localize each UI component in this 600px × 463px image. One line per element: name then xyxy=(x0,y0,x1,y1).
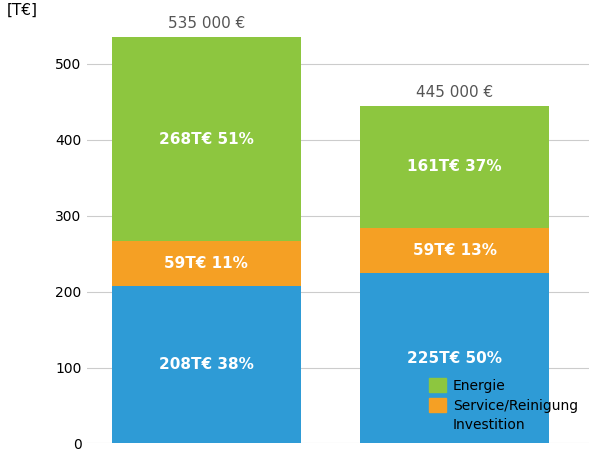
Y-axis label: [T€]: [T€] xyxy=(7,2,37,18)
Text: 535 000 €: 535 000 € xyxy=(167,16,245,31)
Bar xyxy=(361,273,549,444)
Text: 59T€ 13%: 59T€ 13% xyxy=(413,243,497,258)
Bar xyxy=(112,286,301,444)
Text: 268T€ 51%: 268T€ 51% xyxy=(159,131,254,147)
Text: 161T€ 37%: 161T€ 37% xyxy=(407,159,502,174)
Bar xyxy=(361,228,549,273)
Bar xyxy=(112,38,301,241)
Bar xyxy=(112,241,301,286)
Text: 59T€ 11%: 59T€ 11% xyxy=(164,256,248,271)
Text: 445 000 €: 445 000 € xyxy=(416,85,493,100)
Legend: Energie, Service/Reinigung, Investition: Energie, Service/Reinigung, Investition xyxy=(425,374,582,437)
Bar xyxy=(361,106,549,228)
Text: 225T€ 50%: 225T€ 50% xyxy=(407,350,502,365)
Text: 208T€ 38%: 208T€ 38% xyxy=(159,357,254,372)
